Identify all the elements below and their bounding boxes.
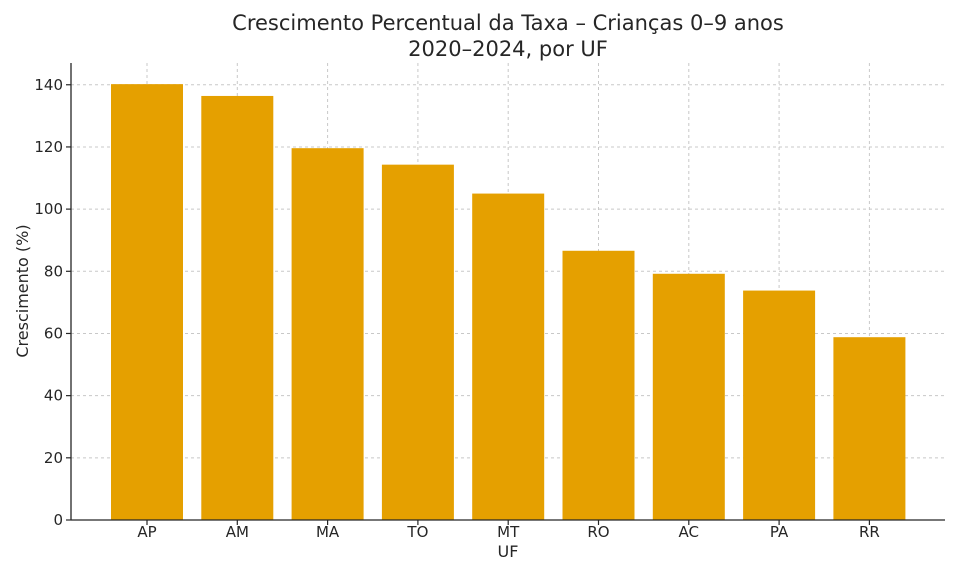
y-tick-label: 60 — [44, 324, 63, 342]
y-tick-label: 40 — [44, 387, 63, 405]
x-tick-label: AM — [226, 523, 249, 541]
bar-mt — [472, 193, 545, 521]
bar-ma — [291, 148, 364, 520]
x-tick-label: AP — [137, 523, 156, 541]
x-tick-label: RO — [587, 523, 609, 541]
x-axis-label: UF — [498, 542, 519, 561]
x-tick-label: PA — [770, 523, 789, 541]
ticks: 0 20 40 60 80 100 120 140 AP AM MA TO MT RO AC PA RR — [34, 76, 879, 541]
y-axis-label: Crescimento (%) — [13, 224, 32, 357]
x-tick-label: MT — [497, 523, 520, 541]
y-tick-label: 20 — [44, 449, 63, 467]
y-tick-label: 140 — [34, 76, 63, 94]
y-tick-label: 120 — [34, 138, 63, 156]
bar-to — [381, 164, 454, 520]
bar-rr — [833, 337, 906, 520]
bar-pa — [743, 290, 816, 520]
bar-ap — [111, 84, 183, 520]
x-tick-label: RR — [859, 523, 880, 541]
x-tick-label: TO — [406, 523, 428, 541]
bar-am — [201, 95, 274, 521]
chart-title: Crescimento Percentual da Taxa – Criança… — [232, 11, 784, 35]
y-tick-label: 100 — [34, 200, 63, 218]
bar-ro — [562, 250, 635, 520]
bar-ac — [652, 273, 725, 520]
x-tick-label: MA — [316, 523, 340, 541]
y-tick-label: 0 — [53, 511, 63, 529]
chart-subtitle: 2020–2024, por UF — [408, 37, 608, 61]
bars — [111, 84, 906, 521]
y-tick-label: 80 — [44, 262, 63, 280]
x-tick-label: AC — [679, 523, 699, 541]
